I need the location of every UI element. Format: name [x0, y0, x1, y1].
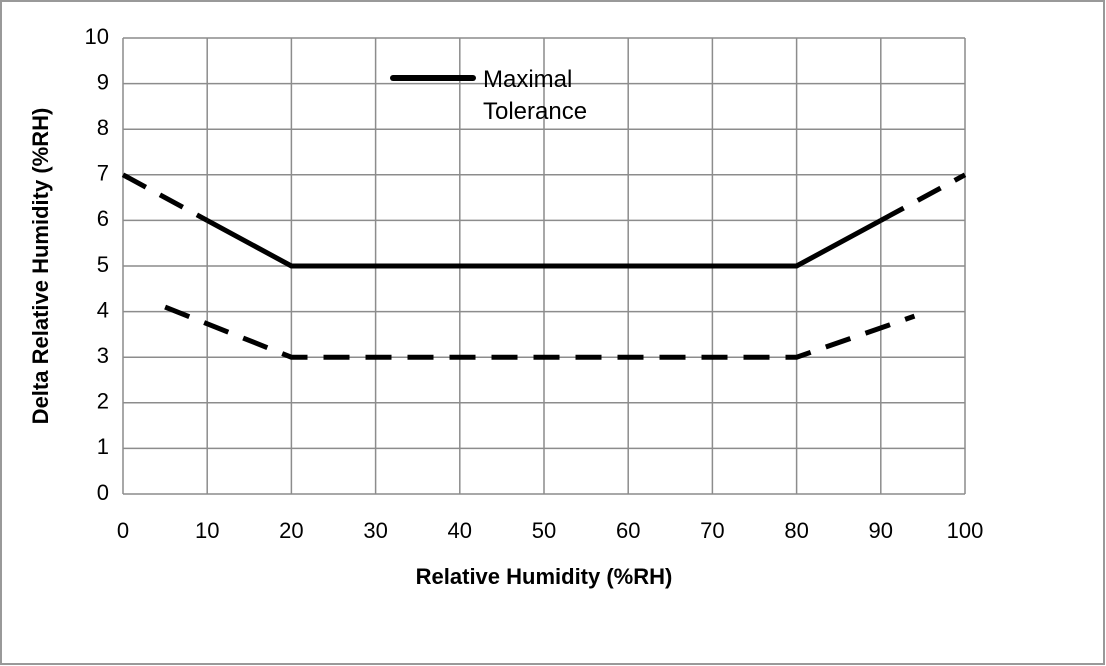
x-tick-label: 70 — [700, 518, 724, 543]
x-tick-label: 100 — [947, 518, 984, 543]
y-axis-title: Delta Relative Humidity (%RH) — [28, 108, 53, 425]
y-tick-label: 7 — [97, 161, 109, 186]
y-tick-label: 9 — [97, 69, 109, 94]
y-tick-label: 5 — [97, 252, 109, 277]
x-tick-label: 30 — [363, 518, 387, 543]
legend-label: Maximal Tolerance — [483, 66, 588, 125]
x-axis-title: Relative Humidity (%RH) — [416, 564, 673, 589]
x-tick-label: 40 — [448, 518, 472, 543]
y-tick-label: 4 — [97, 297, 109, 322]
x-tick-label: 10 — [195, 518, 219, 543]
line-series — [879, 172, 967, 223]
x-tick-label: 60 — [616, 518, 640, 543]
y-tick-label: 10 — [85, 24, 109, 49]
y-tick-label: 6 — [97, 206, 109, 231]
x-tick-label: 90 — [869, 518, 893, 543]
y-tick-label: 0 — [97, 480, 109, 505]
y-tick-label: 3 — [97, 343, 109, 368]
x-tick-label: 0 — [117, 518, 129, 543]
x-tick-label: 50 — [532, 518, 556, 543]
y-tick-label: 2 — [97, 389, 109, 414]
x-tick-label: 20 — [279, 518, 303, 543]
line-series — [164, 304, 916, 360]
x-tick-label: 80 — [784, 518, 808, 543]
line-series — [121, 172, 209, 223]
line-series — [206, 218, 882, 269]
y-tick-label: 8 — [97, 115, 109, 140]
y-tick-label: 1 — [97, 434, 109, 459]
